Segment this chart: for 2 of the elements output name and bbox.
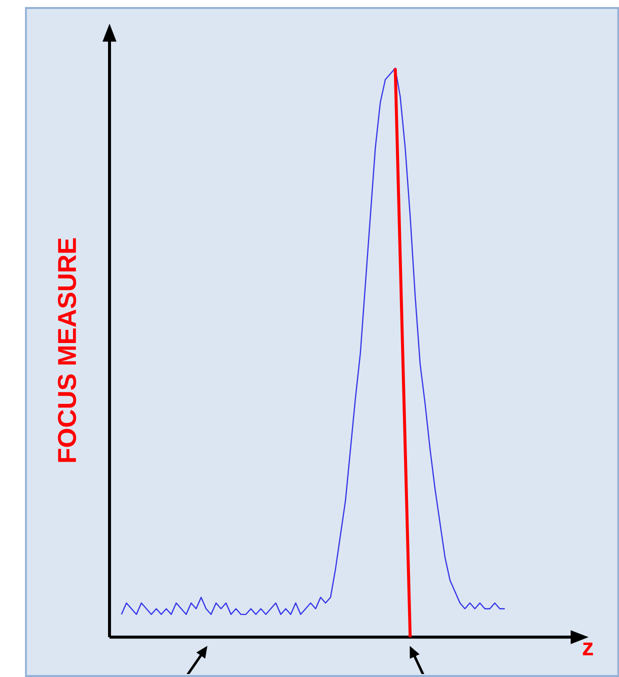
x-axis-title: z [582,642,593,656]
y-axis-title: FOCUS MEASURE [58,238,76,462]
